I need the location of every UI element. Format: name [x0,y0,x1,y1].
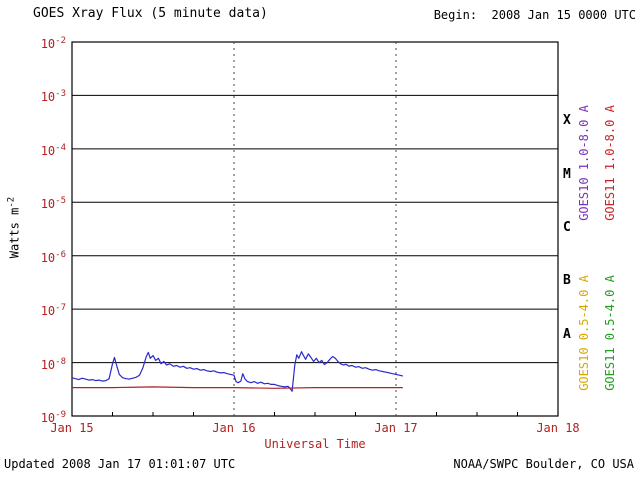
x-tick-label: Jan 17 [374,421,418,435]
y-tick-label: 10-5 [40,196,66,212]
chart-title: GOES Xray Flux (5 minute data) [33,6,268,21]
flare-class-label-m: M [563,166,571,182]
flare-class-label-x: X [563,113,571,129]
flare-class-label-a: A [563,326,571,342]
x-tick-label: Jan 15 [50,421,94,435]
y-tick-label: 10-2 [40,36,66,51]
legend-label-3: GOES11 0.5-4.0 A [603,275,617,391]
legend-label-2: GOES10 0.5-4.0 A [577,275,591,391]
series-line-1 [72,386,403,389]
y-tick-label: 10-8 [40,356,66,372]
y-tick-label: 10-3 [40,89,66,105]
updated-timestamp: Updated 2008 Jan 17 01:01:07 UTC [4,457,236,471]
legend-label-1: GOES11 1.0-8.0 A [603,105,617,221]
credit-label: NOAA/SWPC Boulder, CO USA [453,457,634,471]
legend-label-0: GOES10 1.0-8.0 A [577,105,591,221]
x-tick-label: Jan 18 [536,421,580,435]
y-tick-label: 10-4 [40,142,66,158]
flare-class-label-c: C [563,220,571,235]
y-axis-label-exponent: -2 [6,196,17,208]
y-tick-label: 10-6 [40,249,66,265]
x-tick-label: Jan 16 [212,421,256,435]
y-axis-label: Watts m-2 [7,148,22,308]
y-tick-label: 10-9 [40,410,66,425]
y-axis-label-text: Watts m [7,207,22,259]
series-line-0 [71,351,403,392]
begin-time-label: Begin: 2008 Jan 15 0000 UTC [433,8,636,22]
y-tick-label: 10-7 [40,303,66,319]
flare-class-label-b: B [563,273,571,289]
x-axis-label: Universal Time [264,437,366,451]
